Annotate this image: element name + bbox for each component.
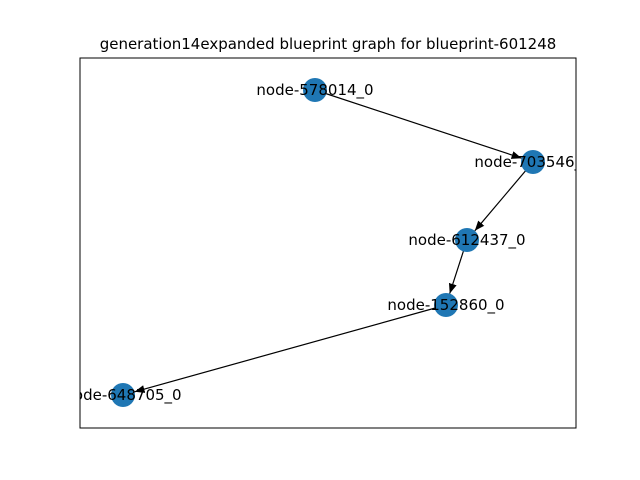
edge-n1-to-n2 xyxy=(314,89,522,159)
node-label: node-703546_0 xyxy=(474,153,591,172)
nodes-layer xyxy=(111,78,545,407)
graph-node xyxy=(111,383,135,407)
graph-node xyxy=(434,293,458,317)
node-label: node-152860_0 xyxy=(387,296,504,315)
graph-title: generation14expanded blueprint graph for… xyxy=(100,35,557,53)
graph-node xyxy=(303,78,327,102)
plot-frame xyxy=(79,57,577,429)
edges-layer xyxy=(134,89,534,393)
node-label: node-648705_0 xyxy=(64,386,181,405)
labels-layer: node-578014_0 node-703546_0 node-612437_0n… xyxy=(64,81,591,405)
graph-node xyxy=(455,228,479,252)
edge-n2-to-n3 xyxy=(474,161,534,232)
node-label: node-578014_0 xyxy=(256,81,373,100)
graph-node xyxy=(521,150,545,174)
edge-n4-to-n5 xyxy=(134,304,447,393)
node-label: node-612437_0 xyxy=(408,231,525,250)
